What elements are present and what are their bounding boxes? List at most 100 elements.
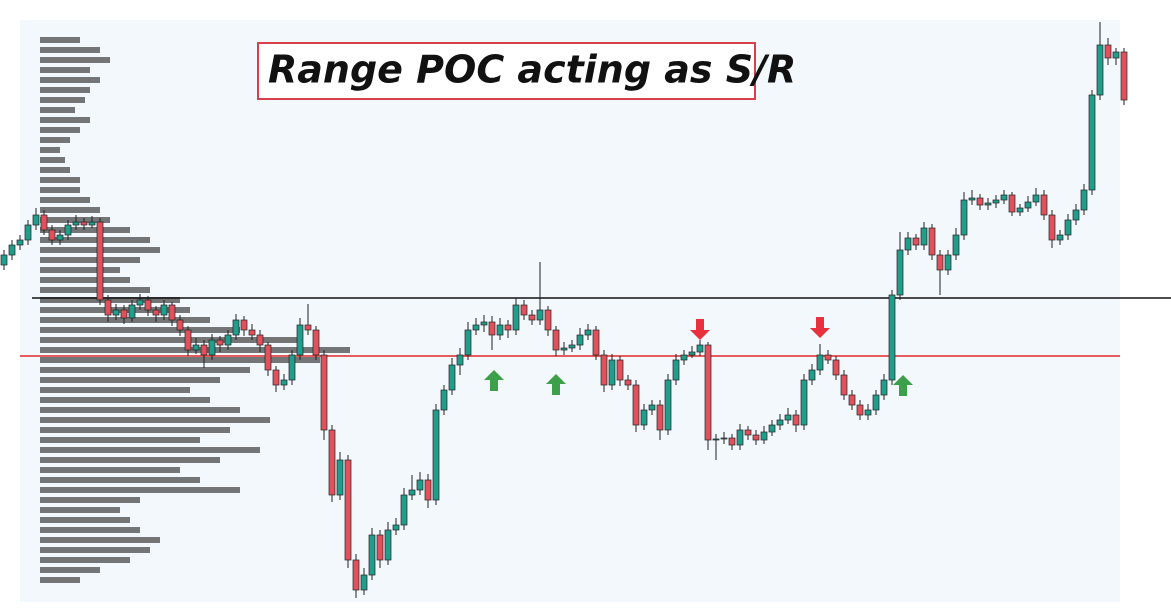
candle-body bbox=[1072, 209, 1080, 221]
up-arrow bbox=[893, 375, 913, 396]
candle-body bbox=[1032, 194, 1040, 203]
candle-body bbox=[944, 254, 952, 271]
profile-bar bbox=[40, 337, 300, 343]
profile-bar bbox=[40, 357, 320, 363]
candle-body bbox=[16, 239, 24, 246]
candle-body bbox=[784, 414, 792, 421]
profile-bar bbox=[40, 227, 130, 233]
candle-body bbox=[224, 334, 232, 346]
candle-body bbox=[336, 459, 344, 496]
candle-body bbox=[40, 214, 48, 231]
candle-body bbox=[1016, 207, 1024, 213]
candle-body bbox=[312, 329, 320, 356]
candle-body bbox=[96, 221, 104, 301]
candle-body bbox=[976, 197, 984, 206]
candle-body bbox=[176, 319, 184, 331]
candle-body bbox=[824, 354, 832, 361]
candle-body bbox=[592, 329, 600, 356]
candle-body bbox=[864, 409, 872, 416]
candle-body bbox=[112, 309, 120, 316]
candle-body bbox=[320, 354, 328, 431]
candle-body bbox=[1104, 44, 1112, 59]
candle-body bbox=[360, 574, 368, 591]
candle-body bbox=[280, 379, 288, 386]
candle-body bbox=[32, 214, 40, 226]
candle-body bbox=[616, 359, 624, 381]
candle-body bbox=[928, 227, 936, 256]
candle-body bbox=[1064, 219, 1072, 236]
candle-body bbox=[792, 414, 800, 426]
candle-body bbox=[520, 304, 528, 316]
profile-bar bbox=[40, 577, 80, 583]
candle-body bbox=[984, 202, 992, 206]
candle-body bbox=[296, 324, 304, 356]
candle-body bbox=[728, 437, 736, 446]
profile-bar bbox=[40, 517, 130, 523]
candle-body bbox=[896, 249, 904, 296]
candle-body bbox=[776, 419, 784, 426]
candle-body bbox=[912, 237, 920, 246]
profile-bar bbox=[40, 147, 60, 153]
candle-body bbox=[1040, 194, 1048, 216]
candle-body bbox=[136, 299, 144, 306]
candle-body bbox=[752, 434, 760, 441]
candle-body bbox=[344, 459, 352, 561]
profile-bar bbox=[40, 187, 80, 193]
profile-bar bbox=[40, 487, 240, 493]
candle-body bbox=[960, 199, 968, 236]
candle-body bbox=[968, 197, 976, 201]
candle-body bbox=[560, 347, 568, 351]
candle-body bbox=[1088, 94, 1096, 191]
candle-body bbox=[1056, 234, 1064, 241]
profile-bar bbox=[40, 177, 80, 183]
candle-body bbox=[848, 394, 856, 406]
candle-body bbox=[624, 379, 632, 386]
candle-body bbox=[248, 329, 256, 336]
down-arrow bbox=[690, 319, 710, 340]
profile-bar bbox=[40, 507, 120, 513]
candle-body bbox=[128, 304, 136, 319]
profile-bar bbox=[40, 497, 140, 503]
candle-body bbox=[384, 529, 392, 561]
candle-body bbox=[1008, 194, 1016, 213]
profile-bar bbox=[40, 167, 70, 173]
candle-body bbox=[760, 431, 768, 441]
chart-title: Range POC acting as S/R bbox=[268, 48, 796, 92]
candle-body bbox=[992, 199, 1000, 204]
profile-bar bbox=[40, 537, 160, 543]
candle-body bbox=[416, 479, 424, 491]
candle-body bbox=[816, 354, 824, 371]
candle-body bbox=[368, 534, 376, 576]
candle-body bbox=[80, 221, 88, 226]
candle-body bbox=[720, 437, 728, 440]
profile-bar bbox=[40, 317, 210, 323]
candle-body bbox=[496, 324, 504, 336]
up-arrow bbox=[484, 370, 504, 391]
profile-bar bbox=[40, 467, 180, 473]
candle-body bbox=[448, 364, 456, 391]
candle-body bbox=[840, 374, 848, 396]
candle-body bbox=[72, 221, 80, 226]
candle-body bbox=[696, 344, 704, 353]
candle-body bbox=[952, 234, 960, 256]
candle-body bbox=[672, 359, 680, 381]
profile-bar bbox=[40, 207, 100, 213]
candle-body bbox=[608, 359, 616, 386]
down-arrow bbox=[810, 317, 830, 338]
candle-body bbox=[880, 379, 888, 396]
candle-body bbox=[288, 354, 296, 381]
candle-body bbox=[272, 369, 280, 386]
candle-body bbox=[24, 224, 32, 241]
candle-body bbox=[536, 309, 544, 321]
candle-body bbox=[648, 404, 656, 411]
candle-body bbox=[1120, 51, 1128, 101]
profile-bar bbox=[40, 47, 100, 53]
candle-body bbox=[904, 237, 912, 251]
candle-body bbox=[744, 429, 752, 436]
profile-bar bbox=[40, 557, 130, 563]
candle-body bbox=[208, 339, 216, 356]
candle-body bbox=[0, 254, 8, 266]
candle-body bbox=[304, 324, 312, 331]
